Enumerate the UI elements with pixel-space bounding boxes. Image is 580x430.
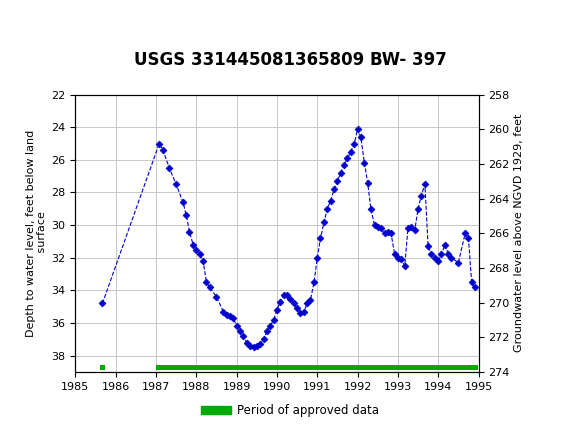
Y-axis label: Groundwater level above NGVD 1929, feet: Groundwater level above NGVD 1929, feet xyxy=(514,114,524,353)
Y-axis label: Depth to water level, feet below land
 surface: Depth to water level, feet below land su… xyxy=(26,130,47,337)
Bar xyxy=(156,365,478,369)
Legend: Period of approved data: Period of approved data xyxy=(197,399,383,422)
Text: ▒USGS: ▒USGS xyxy=(9,10,72,35)
Text: USGS 331445081365809 BW- 397: USGS 331445081365809 BW- 397 xyxy=(133,51,447,69)
Bar xyxy=(100,365,105,369)
